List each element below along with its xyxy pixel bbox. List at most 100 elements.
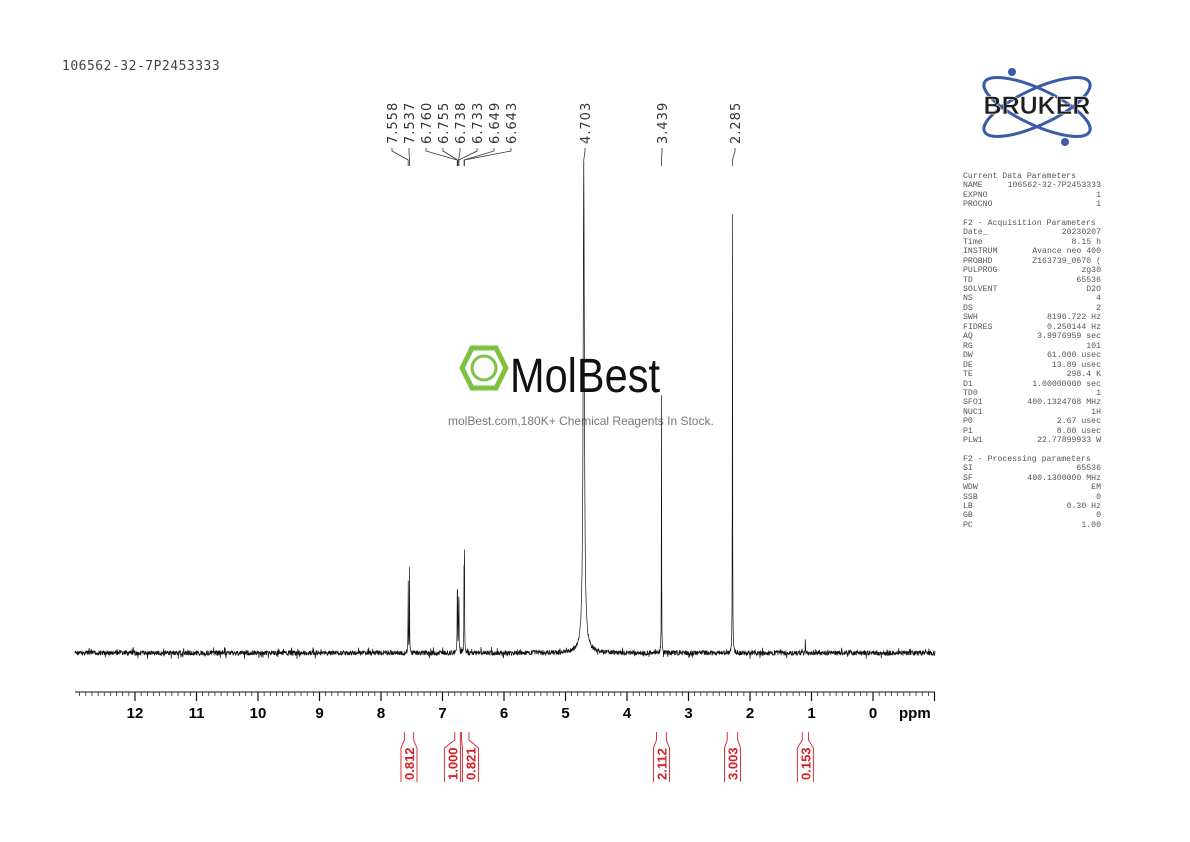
watermark-tagline: molBest.com,180K+ Chemical Reagents In S… <box>448 414 714 428</box>
param-value: 400.1300000 MHz <box>1027 473 1101 483</box>
peak-label: 6.643 <box>505 102 520 144</box>
peak-label: 6.755 <box>437 102 452 144</box>
integral-value: 1.000 <box>445 747 460 780</box>
param-row: NUC1 1H <box>963 408 1101 417</box>
peak-label-connector <box>442 148 458 166</box>
param-row: AQ 3.9976959 sec <box>963 332 1101 341</box>
integral-value: 3.003 <box>725 747 740 780</box>
param-key: NAME <box>963 181 983 191</box>
param-key: PULPROG <box>963 266 998 276</box>
param-value: Z163739_0670 ( <box>1032 256 1101 266</box>
param-key: Date_ <box>963 228 988 238</box>
param-value: 1 <box>1096 200 1101 210</box>
bruker-logo: BRUKER <box>982 68 1092 146</box>
peak-label: 6.738 <box>454 102 469 144</box>
param-key: FIDRES <box>963 322 993 332</box>
peak-label: 6.733 <box>471 102 486 144</box>
param-value: 1 <box>1096 190 1101 200</box>
param-value: 8196.722 Hz <box>1046 313 1101 323</box>
spectrum-title: 106562-32-7P2453333 <box>62 59 221 74</box>
param-row: Time 8.15 h <box>963 238 1101 247</box>
spectrum-trace <box>74 163 936 659</box>
param-key: TD0 <box>963 388 978 398</box>
integral-value: 2.112 <box>654 748 669 780</box>
molbest-watermark: MolBest <box>452 340 752 405</box>
param-value: 22.77899933 W <box>1037 436 1101 446</box>
param-key: SWH <box>963 313 978 323</box>
x-axis-label: ppm <box>899 705 931 722</box>
param-row: FIDRES 0.250144 Hz <box>963 323 1101 332</box>
param-value: 1 <box>1096 388 1101 398</box>
param-key: DW <box>963 351 973 361</box>
peak-label-connector <box>458 148 478 166</box>
param-row: SOLVENT D2O <box>963 285 1101 294</box>
param-key: SFO1 <box>963 398 983 408</box>
param-row: P1 8.00 usec <box>963 427 1101 436</box>
param-section-heading: F2 - Processing parameters <box>963 454 1091 464</box>
integral-value: 0.821 <box>463 747 478 780</box>
param-key: D1 <box>963 379 973 389</box>
integral-bracket <box>443 732 456 782</box>
param-key: TE <box>963 370 973 380</box>
param-value: 0.30 Hz <box>1066 501 1101 511</box>
x-tick-label: 7 <box>438 705 446 722</box>
param-value: 2 <box>1096 303 1101 313</box>
param-key: WDW <box>963 483 978 493</box>
param-key: DE <box>963 360 973 370</box>
param-value: 1H <box>1091 407 1101 417</box>
param-key: PC <box>963 520 973 530</box>
peak-label: 7.537 <box>403 102 418 144</box>
x-tick-label: 3 <box>684 705 692 722</box>
param-row: PULPROG zg30 <box>963 266 1101 275</box>
param-row: INSTRUM Avance neo 400 <box>963 247 1101 256</box>
param-row: WDW EM <box>963 483 1101 492</box>
param-row: DS 2 <box>963 304 1101 313</box>
param-key: PROCNO <box>963 200 993 210</box>
integral-bracket <box>737 732 741 782</box>
integral-bracket <box>665 732 670 782</box>
param-value: 0.250144 Hz <box>1046 322 1101 332</box>
param-key: P1 <box>963 426 973 436</box>
param-value: 61.000 usec <box>1046 351 1101 361</box>
x-tick-label: 12 <box>127 705 144 722</box>
integral-value: 0.153 <box>798 747 813 780</box>
param-row: SI 65536 <box>963 464 1101 473</box>
svg-text:BRUKER: BRUKER <box>984 92 1091 120</box>
peak-label: 2.285 <box>729 102 744 144</box>
param-value: 65536 <box>1076 464 1101 474</box>
peak-label-connector <box>732 148 736 166</box>
param-key: Time <box>963 237 983 247</box>
param-section-heading: Current Data Parameters <box>963 172 1077 181</box>
param-value: 0 <box>1096 511 1101 521</box>
param-row: GB 0 <box>963 511 1101 520</box>
param-value: EM <box>1091 483 1101 493</box>
param-value: 400.1324708 MHz <box>1027 398 1101 408</box>
param-row: SFO1 400.1324708 MHz <box>963 398 1101 407</box>
peak-label-connector <box>464 148 512 166</box>
param-row: P0 2.67 usec <box>963 417 1101 426</box>
param-value: 4 <box>1096 294 1101 304</box>
param-row: NS 4 <box>963 294 1101 303</box>
param-value: 3.9976959 sec <box>1037 332 1101 342</box>
peak-label: 4.703 <box>579 102 594 144</box>
peak-label: 6.760 <box>420 102 435 144</box>
param-value: 20230207 <box>1061 228 1101 238</box>
param-key: SI <box>963 464 973 474</box>
acquisition-parameters: Current Data Parameters NAME 106562-32-7P2… <box>963 172 1101 530</box>
param-value: Avance neo 400 <box>1032 247 1101 257</box>
x-tick-label: 11 <box>189 705 205 722</box>
param-key: SF <box>963 473 973 483</box>
param-key: GB <box>963 511 973 521</box>
param-value: 101 <box>1086 341 1101 351</box>
param-key: SSB <box>963 492 978 502</box>
param-value: 8.00 usec <box>1056 426 1101 436</box>
param-key: INSTRUM <box>963 247 998 257</box>
x-tick-label: 5 <box>561 705 569 722</box>
param-row: SWH 8196.722 Hz <box>963 313 1101 322</box>
param-value: 2.67 usec <box>1056 417 1101 427</box>
param-key: RG <box>963 341 973 351</box>
integral-bracket <box>400 732 405 782</box>
param-row: Date_ 20230207 <box>963 228 1101 237</box>
integral-value: 0.812 <box>402 747 417 780</box>
